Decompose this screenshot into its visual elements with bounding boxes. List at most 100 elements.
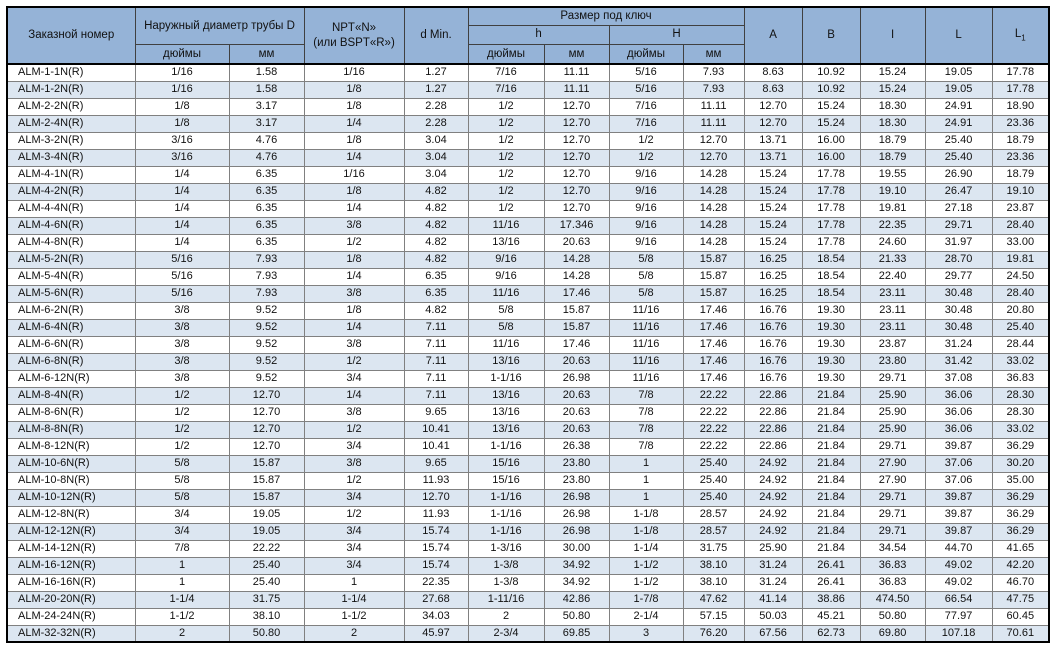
value-cell: 13/16	[467, 233, 545, 252]
value-cell: 1/4	[134, 199, 230, 218]
value-cell: 33.00	[991, 233, 1050, 252]
value-cell: 1-1/8	[608, 505, 684, 524]
value-cell: 15.24	[743, 216, 803, 235]
value-cell: 19.81	[859, 199, 926, 218]
value-cell: 5/16	[134, 250, 230, 269]
value-cell: 30.48	[924, 301, 993, 320]
value-cell: 23.87	[991, 199, 1050, 218]
value-cell: 3/8	[134, 369, 230, 388]
value-cell: 13.71	[743, 131, 803, 150]
value-cell: 15.87	[682, 267, 745, 286]
value-cell: 17.78	[801, 199, 861, 218]
value-cell: 26.38	[543, 437, 610, 456]
order-number-cell: ALM-1-2N(R)	[6, 80, 136, 99]
table-row: ALM-12-12N(R) 3/4 19.05 3/4 15.74 1-1/16 26.98…	[6, 522, 1050, 541]
value-cell: 21.84	[801, 403, 861, 422]
order-number-cell: ALM-10-8N(R)	[6, 471, 136, 490]
value-cell: 7/8	[608, 403, 684, 422]
value-cell: 3/8	[303, 216, 405, 235]
value-cell: 25.90	[859, 386, 926, 405]
value-cell: 44.70	[924, 539, 993, 558]
col-header-a: A	[743, 6, 803, 65]
value-cell: 11.11	[682, 114, 745, 133]
value-cell: 5/8	[608, 267, 684, 286]
value-cell: 29.71	[859, 522, 926, 541]
value-cell: 3.04	[403, 148, 469, 167]
value-cell: 36.06	[924, 386, 993, 405]
value-cell: 28.30	[991, 386, 1050, 405]
value-cell: 34.92	[543, 573, 610, 592]
value-cell: 24.92	[743, 471, 803, 490]
value-cell: 15.87	[682, 250, 745, 269]
value-cell: 50.80	[859, 607, 926, 626]
value-cell: 22.86	[743, 437, 803, 456]
value-cell: 1	[608, 454, 684, 473]
col-header-d-mm: мм	[228, 43, 305, 65]
table-row: ALM-4-6N(R) 1/4 6.35 3/8 4.82 11/16 17.346 9/16…	[6, 216, 1050, 235]
value-cell: 9.52	[228, 352, 305, 371]
value-cell: 9/16	[608, 216, 684, 235]
value-cell: 1/2	[134, 403, 230, 422]
col-header-wrench-size: Размер под ключ	[467, 6, 745, 26]
value-cell: 26.41	[801, 573, 861, 592]
value-cell: 30.20	[991, 454, 1050, 473]
value-cell: 24.91	[924, 114, 993, 133]
value-cell: 28.30	[991, 403, 1050, 422]
value-cell: 4.82	[403, 301, 469, 320]
value-cell: 38.10	[228, 607, 305, 626]
value-cell: 9/16	[608, 199, 684, 218]
value-cell: 4.82	[403, 199, 469, 218]
value-cell: 11/16	[467, 284, 545, 303]
value-cell: 38.86	[801, 590, 861, 609]
value-cell: 18.54	[801, 284, 861, 303]
order-number-cell: ALM-4-8N(R)	[6, 233, 136, 252]
value-cell: 15.74	[403, 539, 469, 558]
value-cell: 3.17	[228, 97, 305, 116]
value-cell: 21.84	[801, 539, 861, 558]
value-cell: 25.90	[743, 539, 803, 558]
value-cell: 8.63	[743, 80, 803, 99]
value-cell: 20.63	[543, 386, 610, 405]
value-cell: 11/16	[608, 318, 684, 337]
value-cell: 6.35	[228, 165, 305, 184]
value-cell: 39.87	[924, 437, 993, 456]
value-cell: 4.82	[403, 182, 469, 201]
value-cell: 11/16	[608, 369, 684, 388]
table-row: ALM-8-12N(R) 1/2 12.70 3/4 10.41 1-1/16 26.38 7…	[6, 437, 1050, 456]
value-cell: 14.28	[543, 267, 610, 286]
value-cell: 5/16	[608, 80, 684, 99]
table-row: ALM-5-6N(R) 5/16 7.93 3/8 6.35 11/16 17.46 5/8 1…	[6, 284, 1050, 303]
table-row: ALM-4-1N(R) 1/4 6.35 1/16 3.04 1/2 12.70 9/16 14…	[6, 165, 1050, 184]
order-number-cell: ALM-24-24N(R)	[6, 607, 136, 626]
value-cell: 1/2	[467, 97, 545, 116]
value-cell: 5/16	[134, 267, 230, 286]
value-cell: 1/4	[134, 233, 230, 252]
value-cell: 24.92	[743, 488, 803, 507]
value-cell: 1/8	[303, 131, 405, 150]
value-cell: 5/8	[134, 488, 230, 507]
value-cell: 26.47	[924, 182, 993, 201]
value-cell: 1/4	[303, 267, 405, 286]
order-number-cell: ALM-8-8N(R)	[6, 420, 136, 439]
value-cell: 21.84	[801, 454, 861, 473]
value-cell: 5/8	[467, 318, 545, 337]
order-number-cell: ALM-10-6N(R)	[6, 454, 136, 473]
value-cell: 1/2	[303, 505, 405, 524]
value-cell: 10.92	[801, 80, 861, 99]
value-cell: 3/4	[134, 522, 230, 541]
value-cell: 3/4	[303, 522, 405, 541]
order-number-cell: ALM-8-12N(R)	[6, 437, 136, 456]
value-cell: 36.83	[859, 573, 926, 592]
value-cell: 2-3/4	[467, 624, 545, 643]
value-cell: 3/8	[134, 318, 230, 337]
order-number-cell: ALM-5-2N(R)	[6, 250, 136, 269]
col-header-H-inches: дюймы	[608, 43, 684, 65]
value-cell: 1/8	[303, 80, 405, 99]
value-cell: 24.60	[859, 233, 926, 252]
table-row: ALM-16-16N(R) 1 25.40 1 22.35 1-3/8 34.92 1-1/2…	[6, 573, 1050, 592]
value-cell: 7.93	[228, 250, 305, 269]
value-cell: 7/8	[608, 386, 684, 405]
value-cell: 24.50	[991, 267, 1050, 286]
value-cell: 36.83	[859, 556, 926, 575]
value-cell: 1-1/8	[608, 522, 684, 541]
